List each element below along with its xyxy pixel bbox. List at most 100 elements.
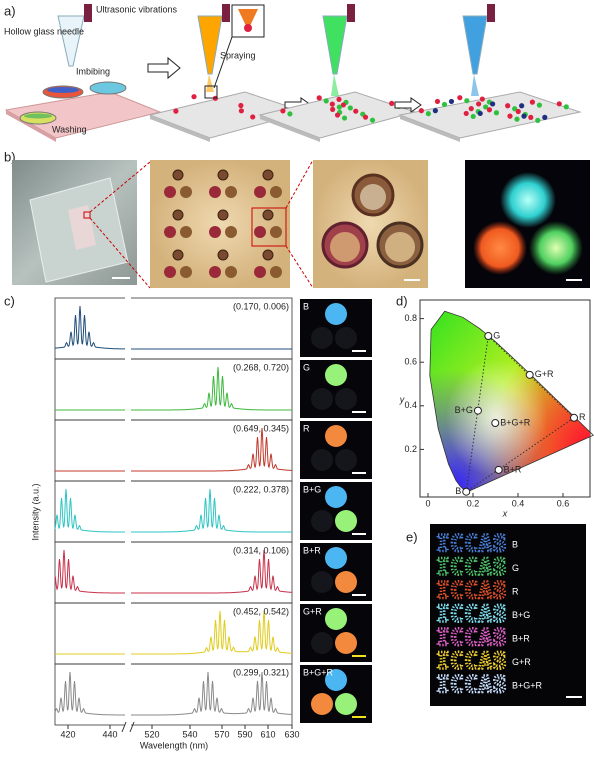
microsphere [225,186,237,198]
photo [430,524,586,706]
x-tick-label: 0.4 [512,498,525,508]
microsphere [172,249,184,261]
droplet [464,98,470,104]
platform-edge [260,115,320,142]
microsphere-core [385,232,415,262]
led-text: ICCAS [436,579,507,604]
label: Ultrasonic vibrations [96,4,178,14]
led-text: ICCAS [436,673,507,698]
glow [335,693,357,715]
spectrum [54,671,292,716]
photo-label: B [303,301,309,311]
axis-break [125,357,131,422]
droplet [542,114,548,120]
x-tick-label: 630 [284,729,299,739]
y-tick-label: 0.6 [404,357,417,367]
x-tick-label: 0 [425,498,430,508]
led-text: ICCAS [436,532,507,557]
droplet [238,102,244,109]
droplet [362,114,369,120]
droplet [353,108,359,114]
platform-edge [150,115,210,142]
panel-label: c) [4,293,15,308]
y-tick-label: 0.8 [404,313,417,323]
droplet [476,101,482,107]
droplet [490,101,496,107]
break-mark [129,721,135,733]
microsphere [254,266,266,278]
connector [285,159,314,209]
droplet [529,99,536,105]
cie-coordinates: (0.452, 0.542) [233,606,289,616]
droplet [521,113,527,119]
spectrum [54,549,293,594]
microsphere [164,186,176,198]
cie-coordinates: (0.299, 0.321) [233,667,289,677]
axis-break [125,296,131,361]
y-tick-label: 0.2 [404,444,417,454]
x-tick-label: 540 [182,729,197,739]
point-label: B+G+R [500,417,531,427]
droplet [369,117,376,123]
axis-title: y [399,394,405,404]
droplet [463,110,469,117]
droplet [418,108,424,114]
dish [89,81,127,95]
cie-coordinates: (0.222, 0.378) [233,484,289,494]
glow [335,571,357,593]
droplet [468,106,474,112]
microsphere [262,209,274,221]
droplet [528,114,534,120]
droplet [441,101,448,108]
droplet [515,108,521,115]
platform-edge [400,115,460,142]
microsphere [180,186,192,198]
microsphere [225,266,237,278]
droplet [341,115,348,121]
microsphere [172,169,184,181]
droplet [483,104,489,110]
cie-point [473,406,482,415]
droplet [334,112,341,118]
glow [311,632,333,654]
photo-label: R [303,423,310,433]
glow [325,608,347,630]
spray [206,74,214,92]
x-tick-label: 590 [237,729,252,739]
axis-title: x [502,508,508,518]
droplet [329,101,335,107]
x-tick-label: 420 [60,729,75,739]
droplet [535,117,541,123]
needle [57,15,85,67]
photo-label: B+G+R [303,667,334,677]
point-label: R [579,412,586,422]
zoom-box [204,85,218,99]
transducer [84,4,92,22]
droplet [340,102,346,108]
x-tick-label: 520 [144,729,159,739]
droplet [505,103,511,109]
droplet [250,114,256,120]
glow [325,547,347,569]
transducer [222,4,230,22]
cie-point [484,332,493,341]
glow [529,221,583,275]
spectrum-frame [54,663,293,726]
droplet [287,111,293,117]
glow [325,364,347,386]
axis-break [125,418,131,483]
label: Imbibing [76,66,110,76]
glow [500,172,556,228]
droplet [280,108,286,114]
axis-break [125,601,131,666]
row-label: R [512,586,519,596]
row-label: B+G [512,610,530,620]
needle [462,15,488,75]
spectrum [55,610,293,655]
droplet [470,113,476,120]
led-text: ICCAS [436,603,507,628]
photo-label: B+R [303,545,321,555]
x-tick-label: 0.6 [557,498,570,508]
droplet [486,107,493,113]
spectral-locus [429,310,594,493]
